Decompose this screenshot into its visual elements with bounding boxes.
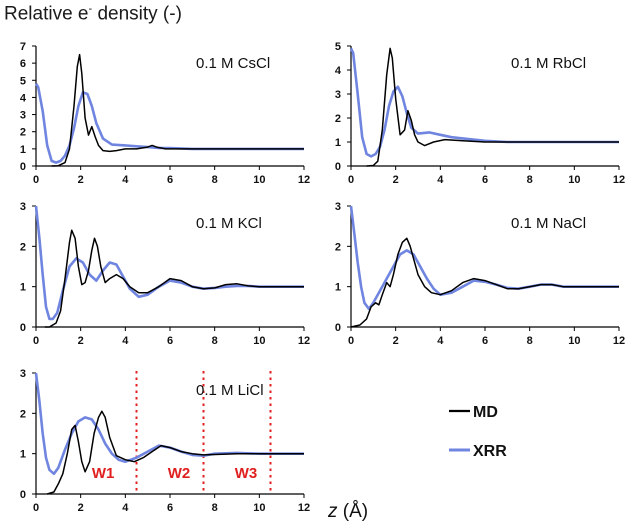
series-line-md	[44, 229, 304, 328]
y-tick-label: 0	[20, 489, 26, 501]
x-tick-label: 12	[613, 174, 625, 186]
y-tick-label: 0	[20, 161, 26, 173]
y-tick-label: 0	[335, 161, 341, 173]
y-tick-label: 3	[20, 201, 26, 213]
x-axis-unit: (Å)	[338, 501, 369, 522]
y-tick-label: 2	[20, 408, 26, 420]
x-tick-label: 0	[348, 174, 354, 186]
y-tick-label: 7	[20, 41, 26, 53]
x-tick-label: 8	[212, 502, 218, 514]
x-axis-label: z (Å)	[327, 501, 368, 522]
series-line-md	[51, 53, 304, 167]
panel-title: 0.1 M LiCl	[196, 382, 264, 399]
x-tick-label: 10	[568, 174, 580, 186]
y-tick-label: 1	[20, 282, 26, 294]
x-tick-label: 10	[253, 335, 265, 347]
x-tick-label: 4	[122, 174, 129, 186]
y-tick-label: 3	[335, 89, 341, 101]
x-tick-label: 8	[527, 174, 533, 186]
x-tick-label: 10	[253, 174, 265, 186]
series-line-md	[350, 237, 619, 328]
title-superscript: -	[88, 3, 93, 15]
x-tick-label: 10	[253, 502, 265, 514]
y-tick-label: 2	[335, 241, 341, 253]
y-tick-label: 3	[20, 110, 26, 122]
region-label: W3	[235, 465, 258, 482]
x-tick-label: 4	[437, 174, 444, 186]
y-tick-label: 3	[20, 368, 26, 380]
y-tick-label: 1	[335, 137, 341, 149]
x-tick-label: 10	[568, 335, 580, 347]
y-tick-label: 2	[20, 127, 26, 139]
x-tick-label: 0	[33, 502, 39, 514]
y-tick-label: 6	[20, 58, 26, 70]
y-tick-label: 1	[20, 144, 26, 156]
panel-title: 0.1 M KCl	[196, 215, 262, 232]
y-tick-label: 5	[20, 75, 26, 87]
x-tick-label: 8	[212, 174, 218, 186]
title-tail: density (-)	[92, 3, 182, 25]
x-tick-label: 6	[482, 335, 488, 347]
x-tick-label: 0	[33, 174, 39, 186]
y-tick-label: 5	[335, 41, 341, 53]
panel-title: 0.1 M CsCl	[196, 55, 270, 72]
legend-label: MD	[473, 404, 498, 421]
series-line-md	[366, 47, 619, 167]
x-tick-label: 8	[527, 335, 533, 347]
x-axis-symbol: z	[327, 501, 338, 522]
x-tick-label: 2	[78, 174, 84, 186]
y-tick-label: 2	[20, 241, 26, 253]
x-tick-label: 6	[482, 174, 488, 186]
y-tick-label: 2	[335, 113, 341, 125]
series-line-xrr	[34, 372, 304, 476]
region-label: W2	[168, 465, 191, 482]
y-tick-label: 1	[20, 449, 26, 461]
x-tick-label: 6	[167, 335, 173, 347]
y-tick-label: 4	[335, 65, 342, 77]
x-tick-label: 12	[613, 335, 625, 347]
x-tick-label: 12	[298, 502, 310, 514]
x-tick-label: 4	[437, 335, 444, 347]
x-tick-label: 2	[393, 174, 399, 186]
x-tick-label: 12	[298, 335, 310, 347]
x-tick-label: 2	[78, 335, 84, 347]
legend-label: XRR	[473, 443, 507, 460]
y-tick-label: 3	[335, 201, 341, 213]
y-tick-label: 0	[335, 322, 341, 334]
y-tick-label: 1	[335, 282, 341, 294]
x-tick-label: 0	[33, 335, 39, 347]
panel-title: 0.1 M NaCl	[511, 215, 586, 232]
x-tick-label: 2	[78, 502, 84, 514]
x-tick-label: 8	[212, 335, 218, 347]
x-tick-label: 0	[348, 335, 354, 347]
legend: MD XRR	[449, 404, 507, 460]
x-tick-label: 4	[122, 335, 129, 347]
title-main: Relative e	[4, 3, 89, 25]
x-tick-label: 6	[167, 174, 173, 186]
series-line-xrr	[34, 82, 304, 164]
y-tick-label: 4	[20, 92, 27, 104]
x-tick-label: 4	[122, 502, 129, 514]
series-line-xrr	[34, 205, 304, 321]
panel-title: 0.1 M RbCl	[511, 55, 586, 72]
y-tick-label: 0	[20, 322, 26, 334]
x-tick-label: 2	[393, 335, 399, 347]
x-tick-label: 6	[167, 502, 173, 514]
x-tick-label: 12	[298, 174, 310, 186]
series-line-md	[46, 410, 304, 495]
figure-title: Relative e- density (-)	[4, 3, 182, 25]
region-label: W1	[92, 465, 115, 482]
